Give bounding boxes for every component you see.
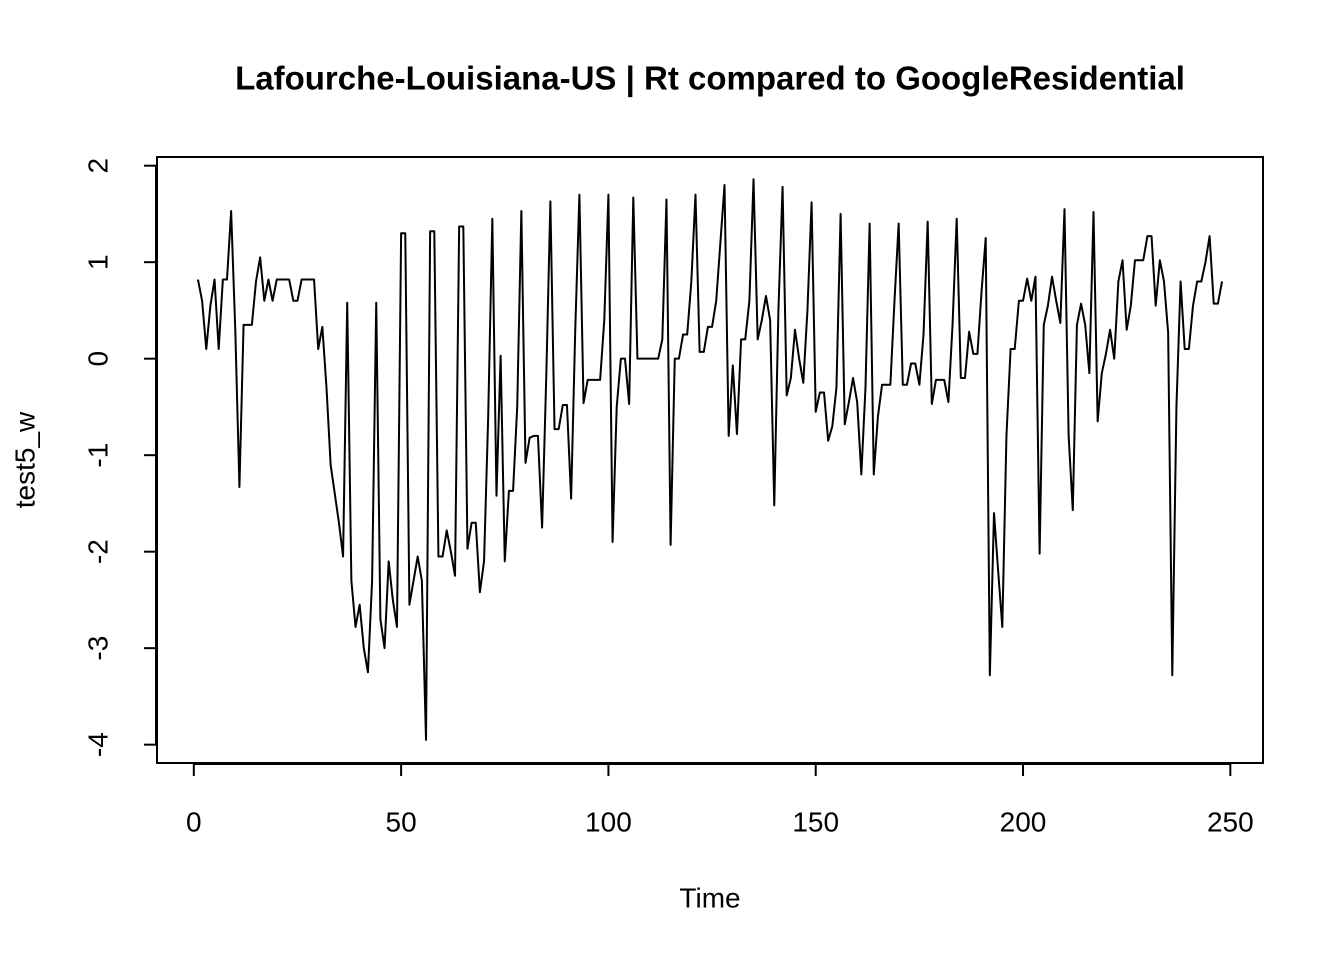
data-line [196,178,1224,741]
chart-title: Lafourche-Louisiana-US | Rt compared to … [235,60,1185,97]
y-axis-label: test5_w [9,411,40,508]
x-tick-label: 50 [386,806,417,837]
x-tick-label: 200 [1000,806,1047,837]
x-tick-label: 250 [1207,806,1254,837]
y-tick-label: 2 [82,158,113,174]
x-tick-label: 150 [792,806,839,837]
y-tick-label: 1 [82,254,113,270]
x-tick-label: 100 [585,806,632,837]
y-tick-label: -1 [82,443,113,468]
x-axis-label: Time [679,882,740,913]
y-tick-label: -4 [82,732,113,757]
y-tick-label: -2 [82,539,113,564]
y-tick-label: -3 [82,636,113,661]
y-tick-label: 0 [82,351,113,367]
x-tick-label: 0 [186,806,202,837]
plot-frame [156,156,1264,764]
